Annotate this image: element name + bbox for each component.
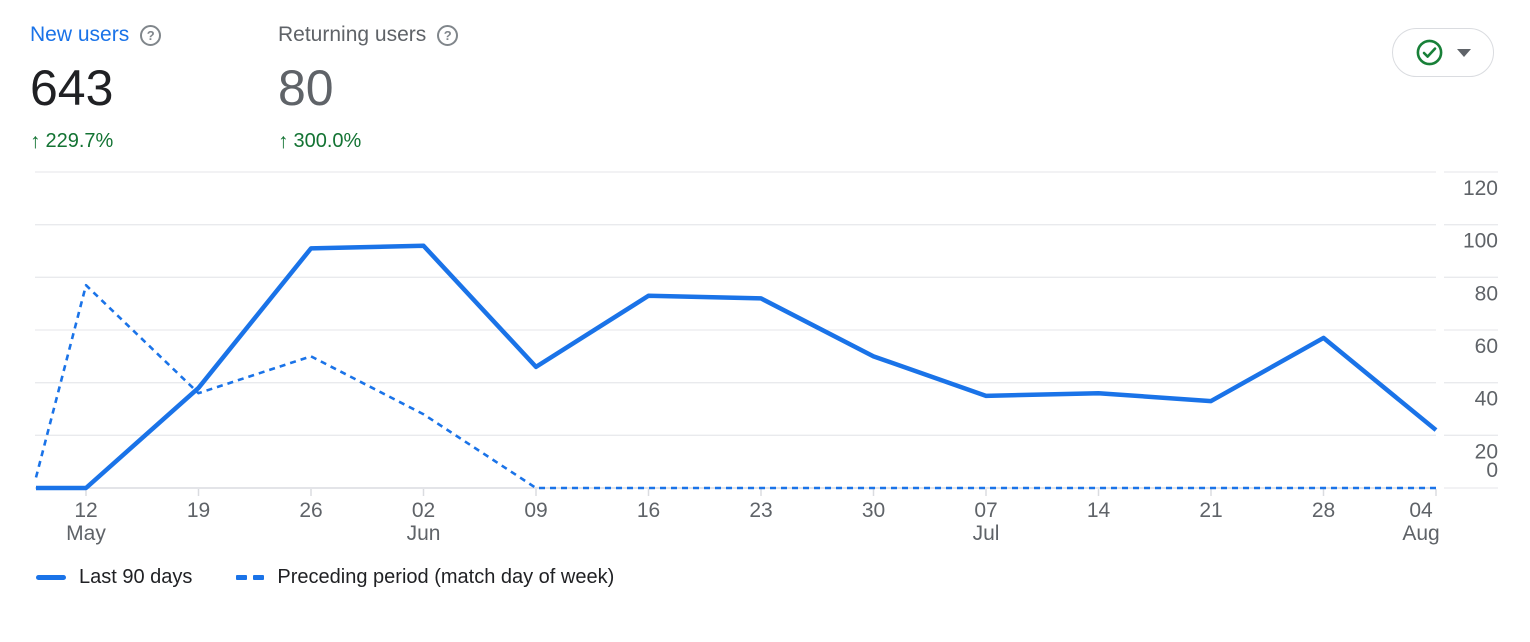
x-axis-tick-label: 16 [637,499,660,522]
x-axis-tick-label: 14 [1087,499,1111,522]
x-axis-tick-label: 30 [862,499,885,522]
help-icon[interactable]: ? [437,24,459,46]
arrow-up-icon: ↑ [278,130,289,153]
y-axis-tick-label: 100 [1463,230,1498,253]
metric-delta-value: 229.7% [45,130,114,152]
legend-item-preceding-period: Preceding period (match day of week) [236,566,614,589]
metric-value: 80 [278,60,334,116]
month-label: Jul [973,522,1000,545]
help-icon[interactable]: ? [140,24,162,46]
x-axis-tick-label: 04 [1409,499,1433,522]
y-axis-tick-label: 120 [1463,177,1498,200]
y-axis-tick-label: 0 [1486,459,1498,482]
legend-label: Preceding period (match day of week) [277,566,615,588]
metric-new-users[interactable]: New users ? 643 ↑ 229.7% [30,22,162,153]
metric-delta-value: 300.0% [293,130,362,152]
metric-label[interactable]: Returning users [278,23,427,46]
x-axis-tick-label: 23 [749,499,772,522]
chevron-down-icon [1457,48,1471,57]
month-label: Aug [1402,522,1439,545]
y-axis-tick-label: 60 [1475,335,1498,358]
month-label: May [66,522,106,545]
metric-label[interactable]: New users [30,23,130,46]
y-axis-tick-label: 40 [1475,388,1498,411]
x-axis-tick-label: 26 [299,499,322,522]
x-axis-tick-label: 12 [74,499,97,522]
x-axis-tick-label: 09 [524,499,547,522]
x-axis-tick-label: 21 [1199,499,1222,522]
arrow-up-icon: ↑ [30,130,41,153]
x-axis-tick-label: 02 [412,499,435,522]
metric-returning-users[interactable]: Returning users ? 80 ↑ 300.0% [278,22,459,153]
series-line-last-90-days[interactable] [36,243,1438,491]
x-axis-tick-label: 28 [1312,499,1335,522]
metric-delta: ↑ 300.0% [278,130,458,153]
check-circle-icon [1416,39,1443,66]
series-line-preceding-period[interactable] [34,283,1436,490]
dashed-line-swatch [236,575,265,580]
metric-delta: ↑ 229.7% [30,130,161,153]
y-axis-tick-label: 20 [1475,440,1498,463]
legend-label: Last 90 days [79,566,193,588]
x-axis-tick-label: 07 [974,499,997,522]
x-axis-tick-label: 19 [187,499,210,522]
solid-line-swatch [36,575,66,580]
month-label: Jun [407,522,441,545]
metric-value: 643 [30,60,114,116]
metric-returning-users-header[interactable]: Returning users ? [278,22,459,48]
legend-item-last-90-days: Last 90 days [36,566,192,589]
chart-legend: Last 90 days Preceding period (match day… [36,566,614,589]
y-axis-tick-label: 80 [1475,282,1498,305]
data-quality-button[interactable] [1392,28,1494,77]
metric-new-users-header[interactable]: New users ? [30,22,162,48]
